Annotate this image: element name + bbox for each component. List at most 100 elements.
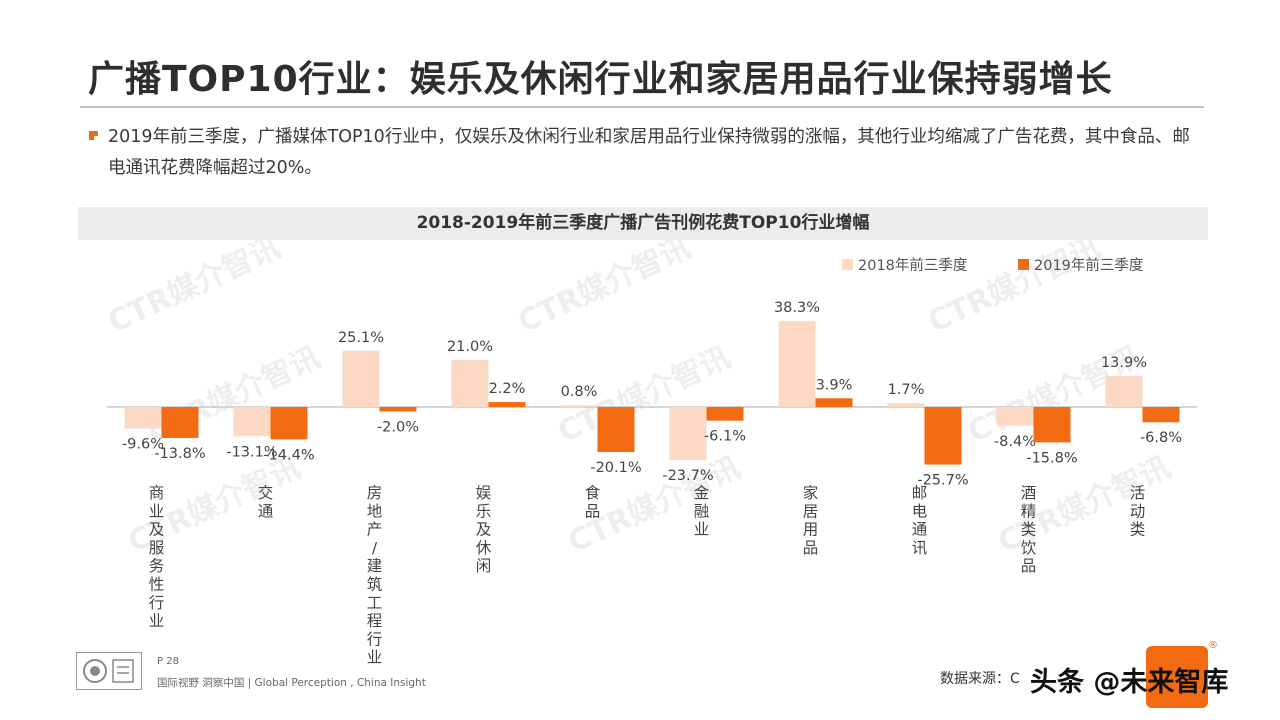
certification-logos [76, 652, 142, 690]
data-label-2019: -13.8% [154, 446, 205, 462]
registered-mark: ® [1208, 640, 1218, 651]
data-label-2019: -15.8% [1026, 450, 1077, 466]
data-label-2018: -8.4% [994, 434, 1036, 450]
category-label: 家 [803, 484, 819, 502]
category-label: 活 [1130, 484, 1146, 502]
category-label: 类 [1021, 521, 1037, 539]
bar-2018 [560, 405, 598, 407]
category-label: 融 [694, 502, 710, 520]
bar-2018 [233, 407, 271, 437]
data-label-2019: -2.0% [377, 419, 419, 435]
category-label: 乐 [476, 502, 492, 520]
data-label-2019: -14.4% [263, 447, 314, 463]
category-label: 房 [367, 484, 383, 502]
data-label-2019: -6.8% [1140, 430, 1182, 446]
category-label: 类 [1130, 521, 1146, 539]
category-label: 业 [694, 521, 710, 539]
legend-swatch-1 [842, 259, 853, 270]
category-label: 食 [585, 484, 601, 502]
category-label: 性 [149, 576, 165, 594]
data-label-2018: -9.6% [122, 437, 164, 453]
page-title: 广播TOP10行业：娱乐及休闲行业和家居用品行业保持弱增长 [88, 59, 1113, 100]
toutiao-watermark: 头条 @未来智库 [1030, 667, 1229, 698]
legend-swatch-2 [1018, 259, 1029, 270]
bar-2018 [887, 403, 925, 407]
data-label-2019: 3.9% [816, 377, 853, 393]
category-label: 筑 [367, 576, 383, 594]
bar-2018 [124, 407, 162, 429]
data-label-2018: 25.1% [338, 330, 384, 346]
category-label: 娱 [476, 484, 492, 502]
category-label: 务 [149, 557, 165, 575]
category-label: 品 [1021, 557, 1037, 575]
bar-2019 [270, 407, 308, 440]
data-label-2018: 38.3% [774, 300, 820, 316]
bar-2018 [1105, 375, 1143, 407]
category-label: 产 [367, 521, 383, 539]
bar-2019 [924, 407, 962, 465]
bar-2018 [669, 407, 707, 461]
data-label-2018: 0.8% [561, 384, 598, 400]
bar-2019 [1142, 407, 1180, 423]
data-label-2018: 21.0% [447, 339, 493, 355]
category-label: 品 [803, 539, 819, 557]
bar-2018 [451, 359, 489, 407]
category-label: 及 [476, 521, 492, 539]
category-label: 行 [149, 594, 165, 612]
bar-2018 [996, 407, 1034, 426]
bullet-icon [89, 131, 98, 140]
data-label-2018: -13.1% [226, 444, 277, 460]
bar-2019 [706, 407, 744, 421]
category-label: 通 [258, 502, 274, 520]
category-label: 饮 [1021, 539, 1037, 557]
category-label: 交 [258, 484, 274, 502]
category-label: 业 [149, 502, 165, 520]
category-label: 工 [367, 594, 383, 612]
certification-seal-icon [83, 659, 134, 683]
bar-2018 [778, 321, 816, 407]
category-label: 电 [912, 502, 928, 520]
bar-2018 [342, 350, 380, 407]
brand-logo [1146, 646, 1208, 708]
category-label: / [372, 539, 378, 557]
data-label-2018: -23.7% [662, 468, 713, 484]
bar-2019 [488, 402, 526, 407]
footer-slogan: 国际视野 洞察中国 | Global Perception , China In… [157, 677, 426, 689]
data-label-2019: -20.1% [590, 460, 641, 476]
category-label: 休 [476, 539, 492, 557]
chart-title-band [78, 207, 1208, 240]
category-label: 业 [367, 649, 383, 667]
category-label: 通 [912, 521, 928, 539]
bar-2019 [597, 407, 635, 453]
data-label-2019: -6.1% [704, 429, 746, 445]
bar-2019 [379, 407, 417, 412]
bar-2019 [1033, 407, 1071, 443]
category-label: 程 [367, 612, 383, 630]
category-label: 服 [149, 539, 165, 557]
category-label: 邮 [912, 484, 928, 502]
data-source: 数据来源：C [940, 671, 1020, 687]
chart-title: 2018-2019年前三季度广播广告刊例花费TOP10行业增幅 [416, 213, 870, 233]
category-label: 精 [1021, 502, 1037, 520]
category-label: 地 [367, 502, 383, 520]
category-label: 金 [694, 484, 710, 502]
category-label: 用 [803, 521, 819, 539]
category-label: 居 [803, 502, 819, 520]
bullet-text: 2019年前三季度，广播媒体TOP10行业中，仅娱乐及休闲行业和家居用品行业保持… [108, 127, 1190, 178]
data-label-2018: 13.9% [1101, 355, 1147, 371]
data-label-2019: 2.2% [489, 381, 526, 397]
category-label: 讯 [912, 539, 928, 557]
title-divider [80, 106, 1204, 108]
bar-2019 [815, 398, 853, 407]
category-label: 商 [149, 484, 165, 502]
category-label: 品 [585, 502, 601, 520]
category-label: 闲 [476, 557, 492, 575]
category-label: 建 [367, 557, 383, 575]
legend-label-1: 2018年前三季度 [858, 257, 967, 274]
category-label: 及 [149, 521, 165, 539]
category-label: 业 [149, 612, 165, 630]
page-number: P 28 [157, 656, 179, 667]
category-label: 行 [367, 630, 383, 648]
category-label: 酒 [1021, 484, 1037, 502]
